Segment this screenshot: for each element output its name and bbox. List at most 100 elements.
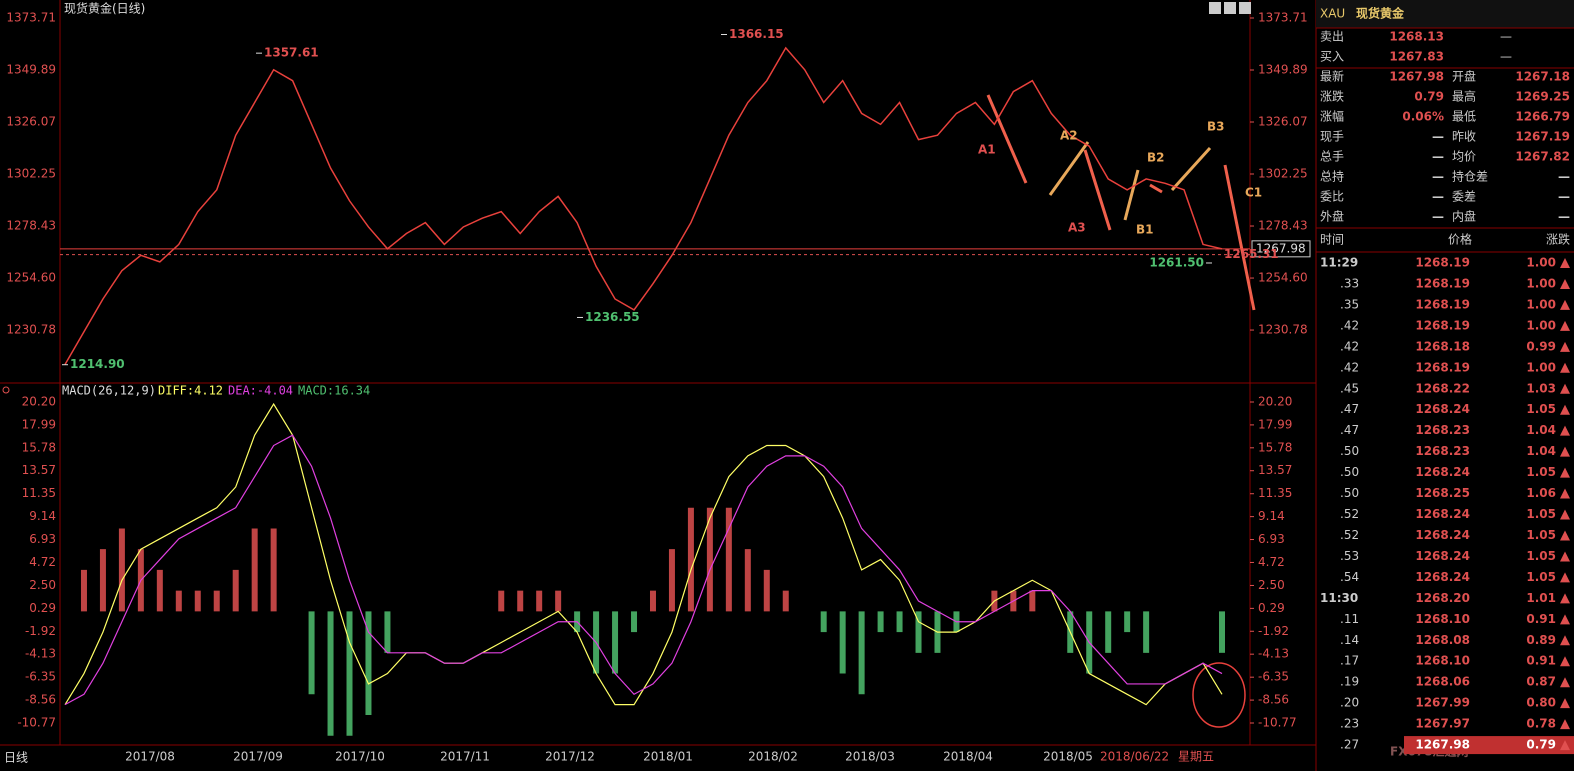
x-tick-label: 2018/05 bbox=[1043, 750, 1093, 764]
x-tick-label: 2018/02 bbox=[748, 750, 798, 764]
tick-change: 1.01 bbox=[1526, 591, 1556, 605]
y-tick-label-right: 9.14 bbox=[1258, 509, 1285, 523]
y-tick-label: 13.57 bbox=[22, 463, 56, 477]
last-price-label: 1267.98 bbox=[1256, 241, 1306, 255]
y-tick-label-right: 1230.78 bbox=[1258, 323, 1308, 337]
up-arrow bbox=[1560, 614, 1570, 625]
quote-label: 卖出 bbox=[1320, 30, 1344, 44]
tick-change: 0.78 bbox=[1526, 717, 1556, 731]
tick-price: 1268.08 bbox=[1415, 633, 1470, 647]
quote-extra: — bbox=[1500, 50, 1512, 64]
quote-label: 均价 bbox=[1452, 150, 1476, 164]
tick-price: 1268.19 bbox=[1415, 297, 1470, 311]
quote-label: 总手 bbox=[1320, 150, 1344, 164]
up-arrow bbox=[1560, 320, 1570, 331]
x-tick-label: 2018/04 bbox=[943, 750, 993, 764]
tick-change: 1.03 bbox=[1526, 381, 1556, 395]
toolbar[interactable] bbox=[1209, 2, 1251, 14]
quote-value: 1269.25 bbox=[1515, 90, 1570, 104]
tick-price: 1268.10 bbox=[1415, 654, 1470, 668]
tick-price: 1268.19 bbox=[1415, 256, 1470, 270]
tick-time: .23 bbox=[1340, 717, 1359, 731]
up-arrow bbox=[1560, 362, 1570, 373]
up-arrow bbox=[1560, 677, 1570, 688]
quote-label: 委差 bbox=[1452, 190, 1476, 204]
quote-label: 委比 bbox=[1320, 190, 1344, 204]
tick-change: 1.06 bbox=[1526, 486, 1556, 500]
y-tick-label: 6.93 bbox=[29, 532, 56, 546]
quote-value: — bbox=[1558, 190, 1570, 204]
quote-value: 1267.18 bbox=[1515, 70, 1570, 84]
quote-name: 现货黄金 bbox=[1356, 6, 1405, 21]
tick-time: .47 bbox=[1340, 423, 1359, 437]
ticks-header: 涨跌 bbox=[1546, 232, 1570, 247]
period-button[interactable]: 日线 bbox=[4, 751, 28, 765]
highlight-circle bbox=[1192, 662, 1246, 728]
up-arrow bbox=[1560, 656, 1570, 667]
quote-header bbox=[1316, 0, 1574, 28]
up-arrow bbox=[1560, 719, 1570, 730]
y-tick-label-right: -6.35 bbox=[1258, 670, 1289, 684]
y-tick-label: 20.20 bbox=[22, 395, 56, 409]
quote-value: — bbox=[1432, 170, 1444, 184]
tick-price: 1268.24 bbox=[1415, 528, 1470, 542]
wave-label: A3 bbox=[1068, 221, 1086, 235]
x-tick-label: 2017/10 bbox=[335, 750, 385, 764]
tick-change: 1.05 bbox=[1526, 402, 1556, 416]
tick-price: 1268.18 bbox=[1415, 339, 1470, 353]
tick-change: 1.00 bbox=[1526, 256, 1556, 270]
up-arrow bbox=[1560, 278, 1570, 289]
tick-time: .11 bbox=[1340, 612, 1359, 626]
quote-label: 内盘 bbox=[1452, 209, 1476, 224]
tick-price: 1268.24 bbox=[1415, 507, 1470, 521]
wave-label: A2 bbox=[1060, 129, 1078, 143]
tick-price: 1268.10 bbox=[1415, 612, 1470, 626]
quote-label: 开盘 bbox=[1452, 69, 1476, 84]
quote-value: 1266.79 bbox=[1515, 110, 1570, 124]
tick-time: .53 bbox=[1340, 549, 1359, 563]
tick-price: 1268.24 bbox=[1415, 402, 1470, 416]
up-arrow bbox=[1560, 530, 1570, 541]
annotation-label: 1357.61 bbox=[264, 46, 319, 60]
wave-label: C1 bbox=[1245, 186, 1262, 200]
chart-title: 现货黄金(日线) bbox=[64, 1, 145, 16]
y-tick-label: -1.92 bbox=[25, 624, 56, 638]
y-tick-label-right: 1326.07 bbox=[1258, 115, 1308, 129]
quote-label: 买入 bbox=[1320, 50, 1344, 64]
tick-time: .33 bbox=[1340, 276, 1359, 290]
macd-legend: MACD(26,12,9) bbox=[62, 384, 156, 398]
tick-change: 1.05 bbox=[1526, 465, 1556, 479]
tick-change: 1.00 bbox=[1526, 276, 1556, 290]
y-tick-label-right: 15.78 bbox=[1258, 440, 1292, 454]
macd-icon bbox=[2, 386, 10, 394]
wave-label: B3 bbox=[1207, 120, 1225, 134]
quote-value: 0.79 bbox=[1414, 90, 1444, 104]
quote-value: — bbox=[1558, 210, 1570, 224]
up-arrow bbox=[1560, 258, 1570, 268]
x-tick-label: 2017/11 bbox=[440, 750, 490, 764]
y-tick-label-right: -4.13 bbox=[1258, 647, 1289, 661]
up-arrow bbox=[1560, 551, 1570, 562]
y-tick-label: 1349.89 bbox=[6, 63, 56, 77]
tick-time: .47 bbox=[1340, 402, 1359, 416]
quote-value: — bbox=[1432, 130, 1444, 144]
x-tick-label: 2017/09 bbox=[233, 750, 283, 764]
x-tick-label: 2017/12 bbox=[545, 750, 595, 764]
x-tick-label: 2017/08 bbox=[125, 750, 175, 764]
up-arrow bbox=[1560, 446, 1570, 457]
up-arrow bbox=[1560, 467, 1570, 478]
up-arrow bbox=[1560, 635, 1570, 646]
y-tick-label: -10.77 bbox=[17, 716, 56, 730]
y-tick-label: 15.78 bbox=[22, 440, 56, 454]
tick-price: 1268.24 bbox=[1415, 570, 1470, 584]
quote-label: 最高 bbox=[1452, 89, 1476, 104]
up-arrow bbox=[1560, 425, 1570, 436]
tick-change: 1.05 bbox=[1526, 570, 1556, 584]
up-arrow bbox=[1560, 740, 1570, 751]
quote-label: 现手 bbox=[1320, 130, 1344, 144]
y-tick-label: 9.14 bbox=[29, 509, 56, 523]
y-tick-label-right: 1349.89 bbox=[1258, 63, 1308, 77]
up-arrow bbox=[1560, 698, 1570, 709]
